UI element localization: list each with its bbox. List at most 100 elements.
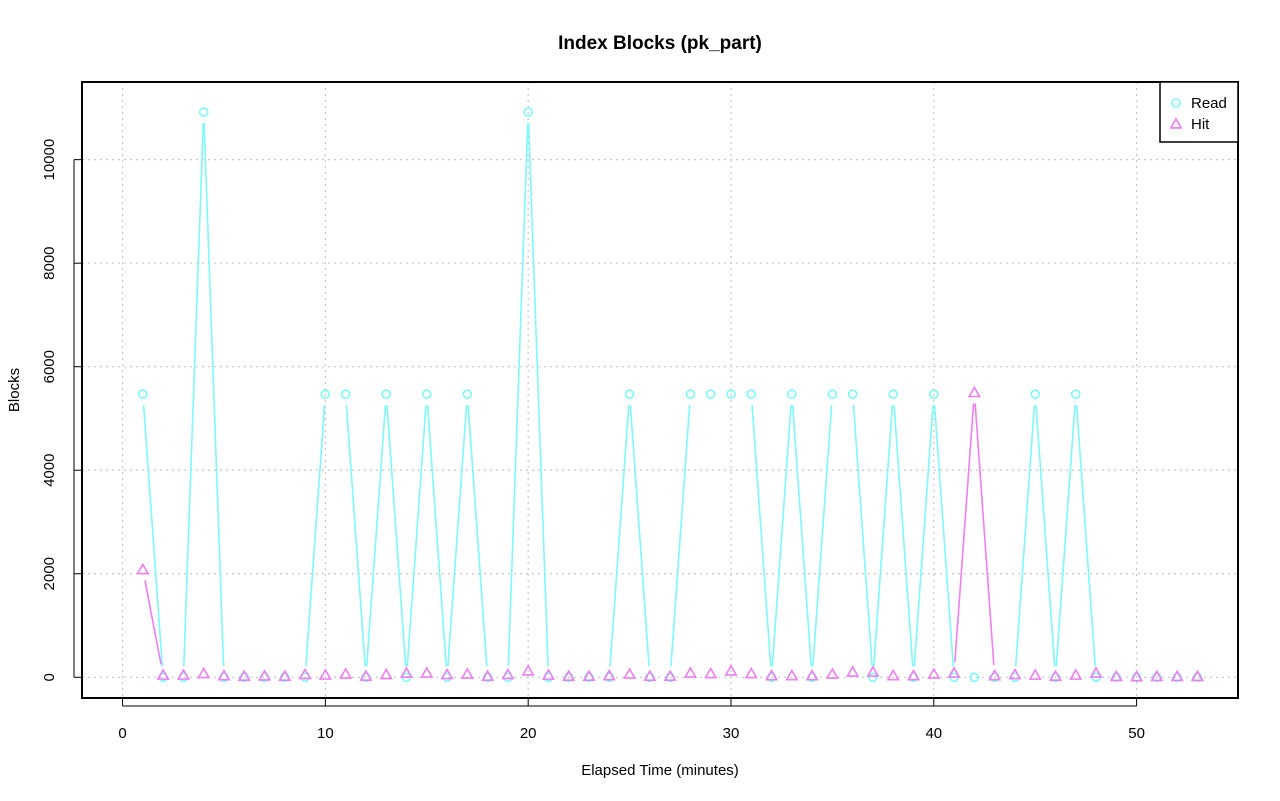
point	[1130, 669, 1144, 682]
y-tick-label: 0	[41, 673, 58, 681]
series-segment	[1035, 405, 1056, 667]
legend-label-hit: Hit	[1191, 116, 1210, 133]
series-segment	[1075, 405, 1097, 667]
point	[298, 667, 312, 680]
y-tick-label: 2000	[41, 557, 58, 590]
point	[624, 389, 635, 399]
series-segment	[182, 122, 205, 667]
y-tick-label: 6000	[41, 350, 58, 383]
series-segment	[1014, 405, 1036, 667]
series-segment	[447, 405, 468, 667]
point	[988, 668, 1002, 681]
series-segment	[386, 405, 407, 667]
point	[381, 389, 392, 399]
point	[928, 389, 939, 399]
point	[602, 668, 616, 681]
point	[399, 666, 414, 678]
point	[1048, 669, 1063, 681]
chart-title: Index Blocks (pk_part)	[558, 33, 762, 54]
series-segment	[305, 405, 326, 667]
point	[421, 389, 432, 399]
point	[744, 666, 758, 679]
point	[764, 668, 779, 681]
point	[541, 668, 556, 680]
point	[1190, 669, 1205, 682]
point	[237, 669, 251, 681]
x-tick-label: 10	[317, 725, 334, 742]
point	[969, 672, 980, 683]
series-segment	[426, 405, 448, 667]
point	[1070, 389, 1081, 399]
legend-marker-read	[1171, 98, 1181, 108]
point	[643, 669, 657, 681]
series-segment	[954, 403, 975, 663]
y-tick-label: 8000	[41, 246, 58, 279]
series-segment	[406, 405, 427, 667]
point	[462, 389, 473, 399]
point	[176, 668, 190, 680]
point	[1008, 667, 1022, 680]
point	[1069, 668, 1083, 680]
point	[420, 666, 434, 678]
series-segment	[751, 405, 772, 667]
point	[138, 389, 148, 399]
point	[156, 668, 170, 680]
point	[1028, 668, 1042, 680]
series-segment	[872, 405, 894, 667]
x-tick-label: 40	[925, 725, 942, 742]
y-tick-label: 4000	[41, 454, 58, 487]
point	[379, 667, 393, 680]
point	[1150, 669, 1164, 682]
point	[501, 667, 515, 680]
point	[1109, 669, 1123, 682]
point	[1030, 389, 1040, 399]
x-tick-label: 20	[520, 725, 537, 742]
series-segment	[893, 405, 914, 667]
point	[825, 667, 839, 679]
point	[947, 666, 961, 678]
point	[927, 667, 941, 679]
series-segment	[629, 405, 650, 667]
point	[278, 669, 292, 681]
point	[562, 669, 576, 681]
point	[886, 668, 900, 681]
point	[440, 667, 454, 680]
point	[481, 669, 495, 681]
point	[685, 389, 696, 399]
point	[521, 664, 535, 676]
point	[217, 668, 231, 681]
point	[724, 664, 738, 676]
point	[967, 385, 981, 398]
point	[663, 669, 677, 681]
series-segment	[203, 122, 225, 667]
series-segment	[142, 405, 164, 667]
series-segment	[144, 580, 162, 665]
point	[827, 389, 838, 399]
series-segment	[609, 405, 630, 667]
point	[888, 389, 899, 399]
series-segment	[467, 405, 488, 667]
point	[1170, 669, 1184, 682]
point	[198, 107, 209, 117]
x-axis-label: Elapsed Time (minutes)	[581, 762, 739, 779]
point	[847, 389, 858, 399]
grid	[82, 82, 1238, 698]
series-segment	[670, 405, 691, 667]
point	[340, 389, 351, 399]
point	[866, 665, 880, 677]
point	[1089, 666, 1103, 678]
point	[320, 389, 331, 399]
series-segment	[913, 405, 934, 667]
series-segment	[933, 405, 955, 667]
point	[683, 666, 697, 678]
point	[136, 562, 150, 575]
legend: Read Hit	[1159, 81, 1239, 143]
point	[787, 389, 797, 399]
series-segment	[812, 405, 833, 667]
series-read	[138, 107, 1203, 683]
point	[705, 389, 716, 399]
point	[339, 667, 353, 679]
point	[906, 668, 921, 681]
point	[805, 668, 819, 681]
